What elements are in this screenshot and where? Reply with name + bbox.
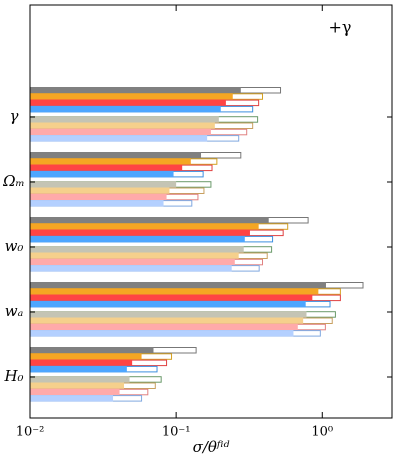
- bar: [30, 382, 125, 389]
- bar: [30, 122, 215, 129]
- bar: [30, 311, 307, 318]
- bar: [30, 93, 233, 100]
- bar: [30, 158, 191, 165]
- y-tick-label: w₀: [5, 237, 24, 255]
- bar: [30, 170, 174, 178]
- bar: [30, 187, 170, 194]
- bar: [30, 99, 226, 106]
- bar: [30, 330, 294, 337]
- bar: [30, 300, 306, 308]
- annotation: +γ: [329, 18, 352, 37]
- bar: [30, 164, 183, 171]
- bar: [30, 252, 239, 259]
- bar: [30, 395, 114, 402]
- x-tick-label: 10⁻¹: [162, 425, 191, 440]
- bar: [30, 128, 211, 136]
- bar: [30, 87, 241, 94]
- bar: [30, 294, 313, 301]
- bar: [30, 376, 130, 383]
- bar: [30, 135, 208, 142]
- bar: [30, 217, 269, 224]
- bar: [30, 152, 202, 159]
- bar: [30, 353, 142, 360]
- plot-frame: [29, 4, 393, 419]
- bar: [30, 200, 164, 207]
- bar: [30, 388, 120, 396]
- bar: [30, 258, 235, 266]
- bar: [30, 359, 133, 366]
- y-tick-label: γ: [10, 107, 19, 125]
- bar: [30, 235, 245, 243]
- bar: [30, 116, 219, 123]
- bar: [30, 193, 167, 201]
- y-tick-label: wₐ: [5, 302, 23, 320]
- bar: [30, 223, 259, 230]
- bar: [30, 323, 298, 331]
- bar: [30, 246, 244, 253]
- bar: [30, 105, 221, 113]
- bar: [30, 181, 177, 188]
- x-tick-label: 10⁻²: [16, 425, 45, 440]
- bar: [30, 288, 319, 295]
- bar: [30, 347, 154, 354]
- bar: [30, 229, 250, 236]
- y-tick-label: Ωₘ: [2, 172, 25, 190]
- y-tick-label: H₀: [3, 367, 23, 385]
- x-tick-label: 10⁰: [311, 425, 333, 440]
- bar: [30, 282, 326, 289]
- bar: [30, 317, 304, 324]
- bar: [30, 265, 232, 272]
- bar: [30, 365, 127, 373]
- x-axis-label: σ/θᶠⁱᵈ: [193, 438, 230, 456]
